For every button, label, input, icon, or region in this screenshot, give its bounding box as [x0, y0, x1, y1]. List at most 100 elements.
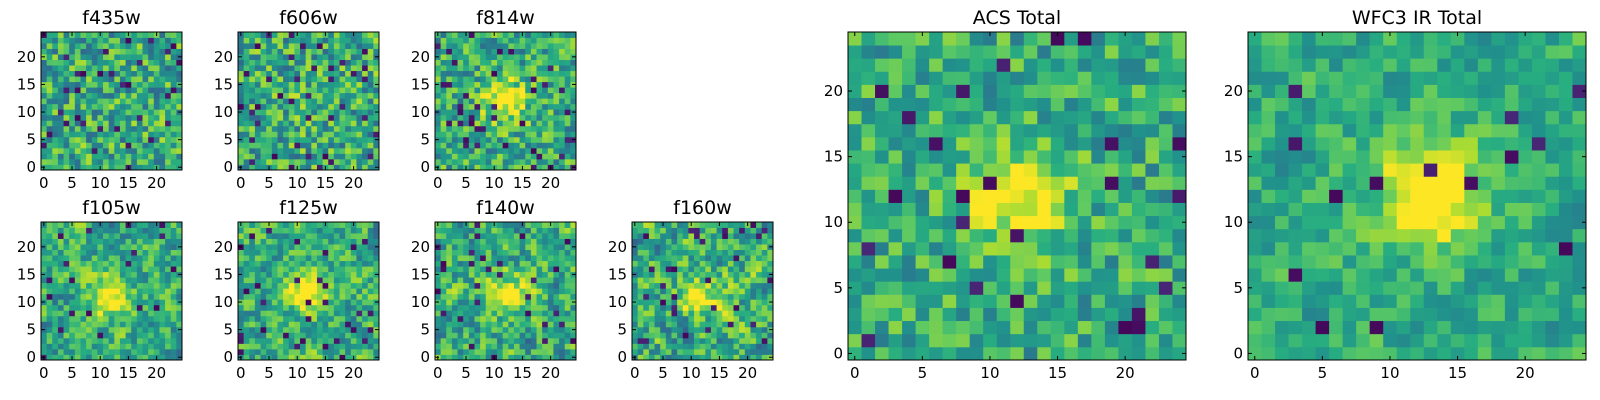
heatmap-cell: [328, 321, 335, 328]
heatmap-cell: [564, 255, 571, 262]
heatmap-cell: [536, 304, 543, 311]
heatmap-cell: [57, 98, 64, 105]
heatmap-cell: [46, 70, 53, 77]
heatmap-cell: [559, 37, 566, 44]
heatmap-cell: [243, 92, 250, 99]
heatmap-cell: [761, 310, 768, 317]
heatmap-cell: [502, 65, 509, 72]
heatmap-cell: [654, 277, 661, 284]
heatmap-cell: [288, 136, 295, 143]
heatmap-cell: [915, 307, 930, 322]
heatmap-cell: [119, 277, 126, 284]
heatmap-cell: [305, 343, 312, 350]
heatmap-cell: [559, 271, 566, 278]
heatmap-cell: [463, 70, 470, 77]
heatmap-cell: [513, 120, 520, 127]
heatmap-cell: [716, 337, 723, 344]
heatmap-cell: [339, 43, 346, 49]
heatmap-cell: [108, 70, 115, 77]
heatmap-cell: [682, 260, 689, 267]
heatmap-cell: [69, 37, 76, 44]
heatmap-cell: [739, 310, 746, 317]
heatmap-cell: [362, 343, 369, 350]
heatmap-cell: [739, 288, 746, 295]
heatmap-cell: [929, 320, 944, 335]
heatmap-cell: [519, 238, 526, 245]
heatmap-cell: [463, 244, 470, 250]
heatmap-cell: [148, 222, 155, 228]
heatmap-cell: [131, 65, 138, 72]
heatmap-cell: [86, 114, 93, 121]
heatmap-cell: [170, 304, 177, 311]
heatmap-cell: [682, 310, 689, 317]
heatmap-cell: [249, 109, 256, 116]
heatmap-cell: [52, 255, 59, 262]
heatmap-cell: [271, 70, 278, 77]
heatmap-cell: [491, 293, 498, 300]
heatmap-cell: [176, 348, 183, 355]
heatmap-cell: [502, 125, 509, 132]
heatmap-cell: [727, 282, 734, 289]
heatmap-cell: [446, 304, 453, 311]
heatmap-cell: [249, 98, 256, 105]
heatmap-cell: [969, 281, 984, 295]
heatmap-cell: [266, 227, 273, 234]
heatmap-cell: [103, 304, 110, 311]
heatmap-cell: [530, 354, 537, 361]
heatmap-cell: [333, 142, 340, 149]
heatmap-cell: [480, 142, 487, 149]
heatmap-cell: [63, 354, 70, 361]
heatmap-cell: [165, 354, 172, 361]
heatmap-cell: [356, 310, 363, 317]
heatmap-cell: [108, 227, 115, 234]
heatmap-cell: [131, 244, 138, 250]
heatmap-cell: [536, 147, 543, 154]
heatmap-cell: [744, 249, 751, 256]
heatmap-cell: [637, 332, 644, 339]
heatmap-cell: [74, 348, 81, 355]
heatmap-cell: [108, 43, 115, 49]
heatmap-cell: [97, 249, 104, 256]
heatmap-cell: [648, 315, 655, 322]
heatmap-cell: [525, 337, 532, 344]
heatmap-cell: [1091, 228, 1106, 243]
heatmap-cell: [311, 321, 318, 328]
heatmap-cell: [97, 244, 104, 250]
heatmap-cell: [283, 260, 290, 267]
heatmap-cell: [316, 354, 323, 361]
y-tick-label: 10: [17, 293, 36, 311]
heatmap-cell: [131, 293, 138, 300]
heatmap-cell: [861, 176, 876, 190]
heatmap-cell: [260, 227, 267, 234]
x-tick-label: 15: [316, 364, 335, 382]
heatmap-cell: [254, 233, 261, 239]
heatmap-cell: [942, 294, 957, 308]
heatmap-cell: [502, 120, 509, 127]
heatmap-cell: [902, 333, 916, 348]
heatmap-cell: [929, 202, 944, 217]
heatmap-cell: [345, 48, 352, 55]
heatmap-cell: [440, 337, 447, 344]
heatmap-cell: [254, 271, 261, 278]
heatmap-cell: [710, 315, 717, 322]
heatmap-cell: [451, 164, 458, 171]
heatmap-cell: [294, 109, 301, 116]
heatmap-cell: [63, 255, 70, 262]
heatmap-cell: [131, 98, 138, 105]
heatmap-cell: [41, 103, 48, 110]
heatmap-cell: [305, 76, 312, 83]
heatmap-cell: [119, 32, 126, 38]
heatmap-cell: [716, 238, 723, 245]
heatmap-cell: [283, 158, 290, 165]
heatmap-cell: [119, 227, 126, 234]
heatmap-cell: [46, 114, 53, 121]
heatmap-cell: [80, 158, 87, 165]
heatmap-cell: [125, 343, 132, 350]
heatmap-cell: [727, 260, 734, 267]
heatmap-cell: [570, 103, 577, 110]
heatmap-cell: [643, 277, 650, 284]
heatmap-cell: [559, 354, 566, 361]
heatmap-cell: [170, 348, 177, 355]
heatmap-cell: [74, 103, 81, 110]
heatmap-cell: [727, 238, 734, 245]
